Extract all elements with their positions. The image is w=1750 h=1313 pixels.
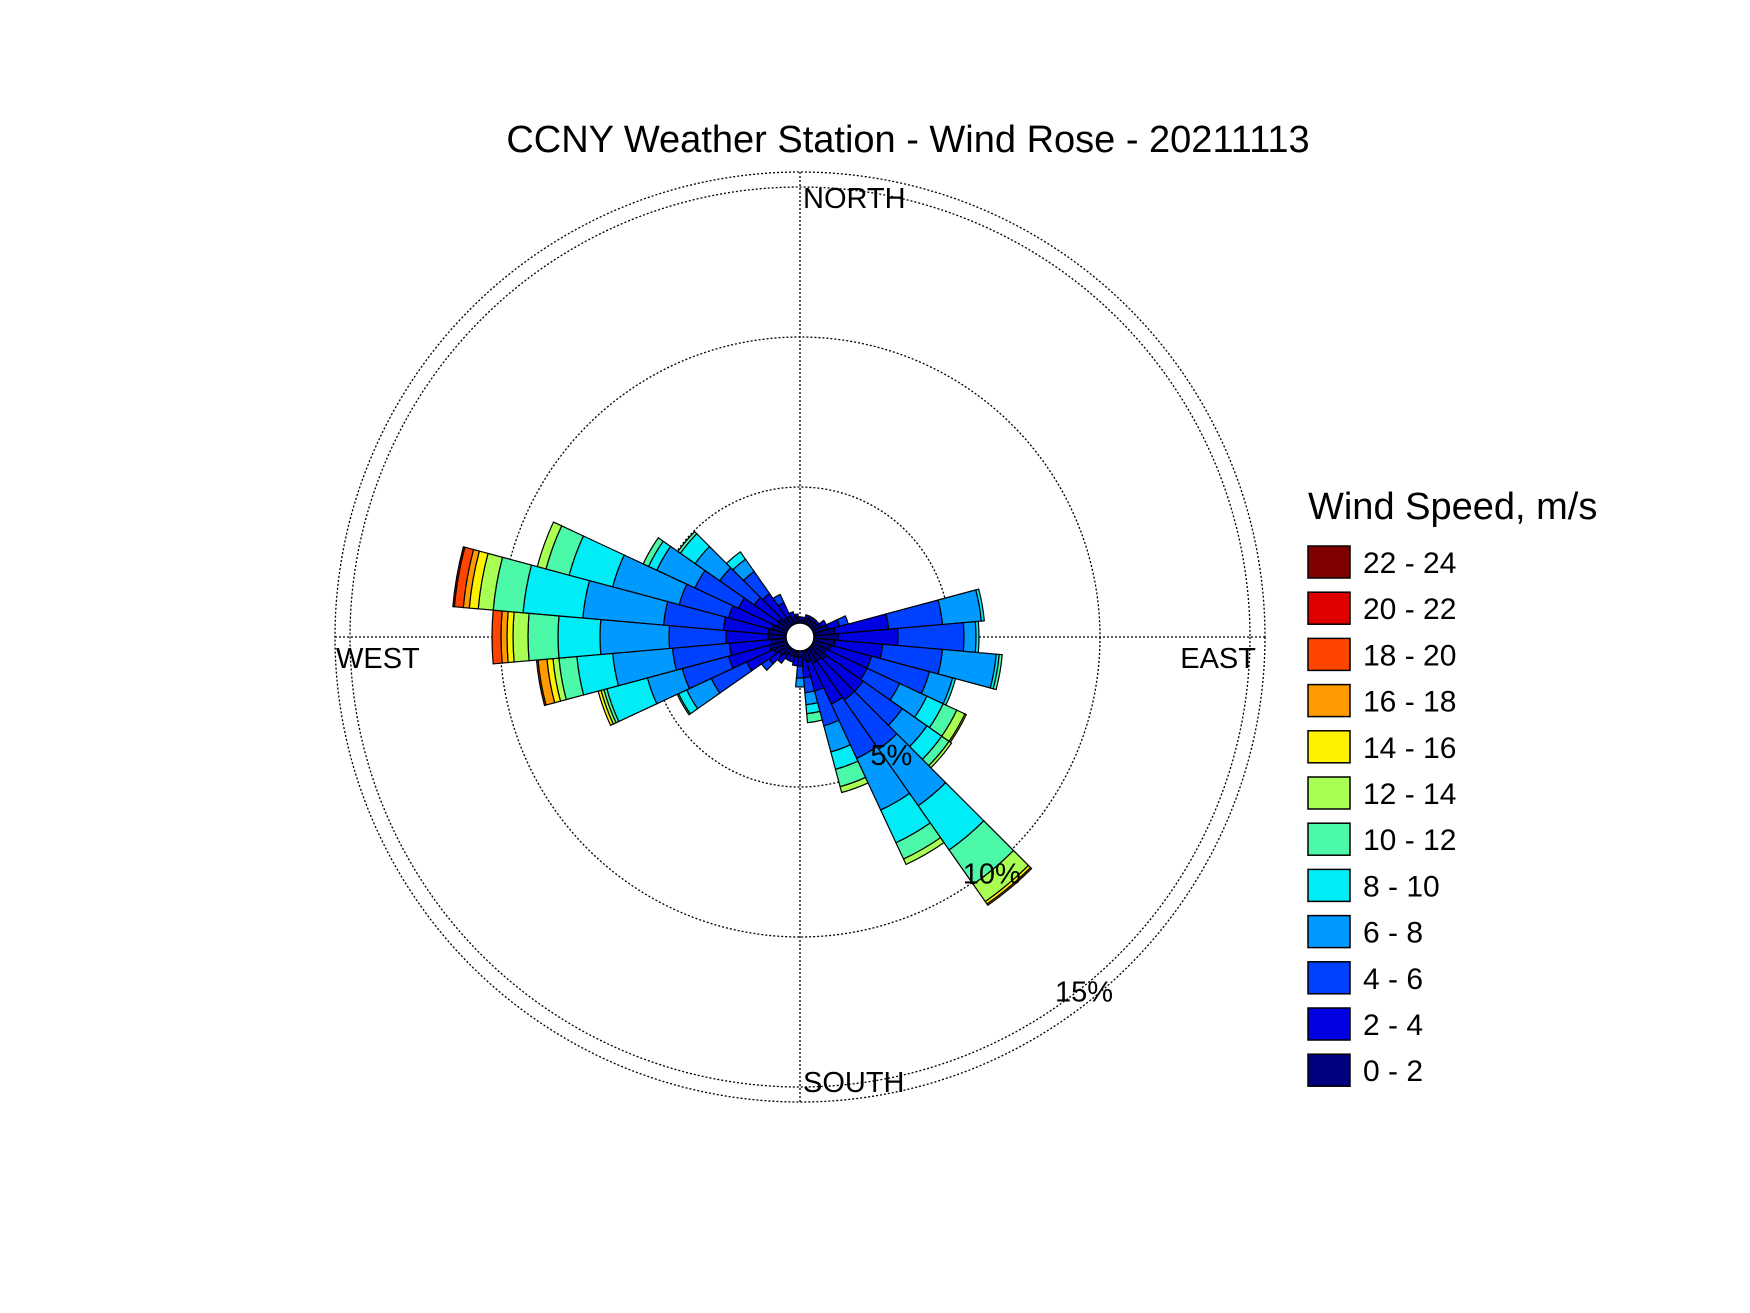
legend-label-8: 6 - 8 bbox=[1363, 917, 1423, 950]
sector-340-bin-1 bbox=[788, 611, 796, 620]
sector-160-bin-6 bbox=[839, 776, 869, 794]
sector-280-bin-10 bbox=[452, 546, 466, 608]
legend-swatch-11 bbox=[1307, 1053, 1351, 1087]
legend-label-1: 20 - 22 bbox=[1363, 593, 1456, 626]
sector-190-bin-1 bbox=[791, 655, 799, 667]
north-label: NORTH bbox=[803, 183, 906, 215]
sector-330-bin-2 bbox=[772, 593, 785, 607]
legend-swatch-6 bbox=[1307, 822, 1351, 856]
legend-label-5: 12 - 14 bbox=[1363, 778, 1456, 811]
ring-labels: 5% 10% 15% bbox=[870, 740, 1113, 1008]
east-label: EAST bbox=[1180, 643, 1256, 675]
ring-label-1: 5% bbox=[870, 740, 912, 772]
sector-90-bin-3 bbox=[962, 621, 977, 653]
sector-270-bin-9 bbox=[491, 609, 503, 665]
legend-swatch-8 bbox=[1307, 914, 1351, 949]
south-label: SOUTH bbox=[803, 1067, 905, 1099]
legend-swatch-10 bbox=[1307, 1007, 1351, 1041]
sector-270-bin-5 bbox=[527, 612, 560, 662]
sector-100-bin-5 bbox=[992, 653, 1003, 691]
sector-180-bin-2 bbox=[795, 665, 805, 679]
west-label: WEST bbox=[336, 643, 420, 675]
sector-140-bin-8 bbox=[986, 866, 1033, 907]
grid-ring-3 bbox=[349, 186, 1251, 1088]
sector-310-bin-5 bbox=[677, 530, 698, 555]
sector-80-bin-3 bbox=[937, 589, 982, 626]
legend-label-9: 4 - 6 bbox=[1363, 963, 1423, 996]
legend-swatch-0 bbox=[1307, 545, 1351, 579]
sector-180-bin-3 bbox=[794, 677, 806, 688]
legend-label-10: 2 - 4 bbox=[1363, 1009, 1423, 1042]
legend-swatch-2 bbox=[1307, 637, 1351, 672]
legend-label-6: 10 - 12 bbox=[1363, 824, 1456, 857]
sector-170-bin-5 bbox=[806, 710, 823, 724]
sector-300-bin-5 bbox=[642, 536, 665, 568]
legend-swatch-5 bbox=[1307, 776, 1351, 810]
legend-label-3: 16 - 18 bbox=[1363, 686, 1456, 719]
legend-label-11: 0 - 2 bbox=[1363, 1055, 1423, 1088]
sector-290-bin-6 bbox=[536, 521, 563, 570]
calm-center-circle bbox=[785, 622, 815, 652]
legend-label-4: 14 - 16 bbox=[1363, 732, 1456, 765]
wind-rose-sectors bbox=[452, 521, 1033, 907]
legend-swatch-9 bbox=[1307, 961, 1351, 995]
sector-320-bin-4 bbox=[725, 550, 747, 571]
legend-swatch-1 bbox=[1307, 591, 1351, 625]
legend: 22 - 24 20 - 22 18 - 20 16 - 18 14 - 16 12 - … bbox=[1307, 545, 1456, 1088]
legend-label-7: 8 - 10 bbox=[1363, 870, 1440, 903]
sector-270-bin-6 bbox=[512, 611, 530, 663]
legend-swatch-7 bbox=[1307, 868, 1351, 903]
ring-label-2: 10% bbox=[963, 858, 1021, 890]
legend-title: Wind Speed, m/s bbox=[1308, 486, 1597, 528]
sector-80-bin-4 bbox=[975, 588, 985, 622]
sector-270-bin-4 bbox=[557, 615, 602, 659]
legend-label-2: 18 - 20 bbox=[1363, 639, 1456, 672]
legend-label-0: 22 - 24 bbox=[1363, 547, 1456, 580]
sector-150-bin-6 bbox=[902, 836, 945, 866]
legend-swatch-4 bbox=[1307, 730, 1351, 764]
chart-title: CCNY Weather Station - Wind Rose - 20211… bbox=[506, 119, 1309, 161]
legend-swatch-3 bbox=[1307, 683, 1351, 718]
sector-90-bin-4 bbox=[974, 620, 980, 654]
ring-label-3: 15% bbox=[1055, 977, 1113, 1009]
sector-350-bin-1 bbox=[793, 613, 799, 619]
